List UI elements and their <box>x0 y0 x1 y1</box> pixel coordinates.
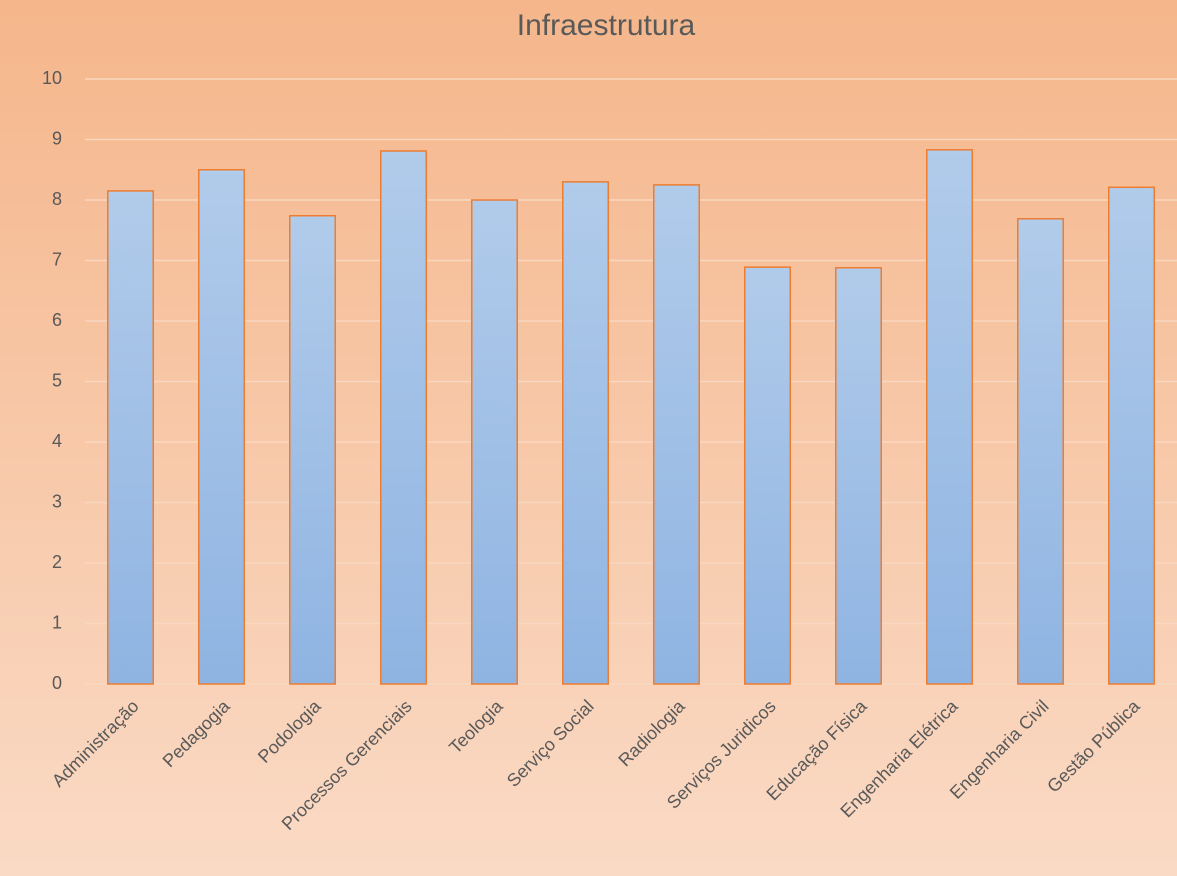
bar <box>1017 218 1064 685</box>
y-tick-label: 3 <box>52 491 62 511</box>
bar <box>471 199 518 685</box>
bar <box>198 169 245 685</box>
y-tick-label: 8 <box>52 189 62 209</box>
chart-title: Infraestrutura <box>517 9 696 42</box>
bar <box>380 150 427 685</box>
y-tick-label: 7 <box>52 249 62 269</box>
y-tick-label: 1 <box>52 612 62 632</box>
bar <box>926 149 973 685</box>
bar <box>107 190 154 685</box>
bar <box>744 266 791 685</box>
y-tick-label: 6 <box>52 310 62 330</box>
bar <box>289 214 336 685</box>
y-tick-label: 4 <box>52 431 62 451</box>
y-tick-label: 2 <box>52 552 62 572</box>
y-tick-label: 10 <box>42 68 62 88</box>
bar <box>835 267 882 685</box>
bar <box>1108 186 1155 685</box>
y-tick-label: 5 <box>52 370 62 390</box>
bar <box>562 181 609 685</box>
bar <box>653 184 700 685</box>
y-tick-label: 0 <box>52 673 62 693</box>
y-tick-label: 9 <box>52 128 62 148</box>
